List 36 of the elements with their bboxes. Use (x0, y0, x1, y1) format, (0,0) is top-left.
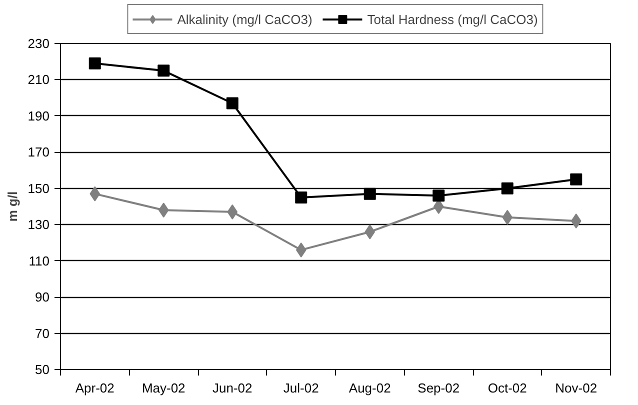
point (295, 191, 308, 204)
point (158, 202, 169, 218)
point (227, 204, 238, 220)
x-tick-label: Nov-02 (555, 380, 598, 396)
point (570, 173, 582, 186)
y-tick-label: 230 (28, 36, 50, 51)
legend-label: Total Hardness (mg/l CaCO3) (367, 12, 538, 26)
point (88, 57, 101, 70)
x-tick-label: Sep-02 (418, 380, 460, 396)
point (570, 213, 582, 228)
point (364, 188, 376, 200)
y-tick-label: 130 (28, 217, 50, 232)
x-tick-label: Aug-02 (348, 380, 391, 396)
y-tick-label: 110 (28, 253, 50, 268)
y-tick-label: 210 (28, 72, 50, 88)
x-tick-label: Jul-02 (283, 380, 319, 396)
point (296, 242, 306, 258)
point (226, 97, 238, 110)
x-tick-label: May-02 (142, 380, 186, 396)
point (501, 182, 514, 194)
point (158, 64, 170, 77)
point (364, 224, 376, 240)
y-axis-title: m g/l (4, 191, 20, 222)
point (90, 186, 100, 202)
point (432, 190, 445, 202)
point (502, 210, 513, 225)
x-tick-label: Jun-02 (212, 380, 252, 396)
y-tick-label: 90 (35, 290, 50, 305)
y-tick-label: 70 (35, 326, 50, 341)
y-tick-label: 50 (35, 362, 50, 377)
legend-label: Alkalinity (mg/l CaCO3) (177, 12, 312, 26)
y-tick-label: 150 (28, 180, 50, 196)
y-tick-label: 190 (28, 108, 50, 124)
y-tick-label: 170 (28, 144, 50, 160)
x-tick-label: Oct-02 (488, 380, 527, 396)
x-tick-label: Apr-02 (75, 380, 114, 396)
